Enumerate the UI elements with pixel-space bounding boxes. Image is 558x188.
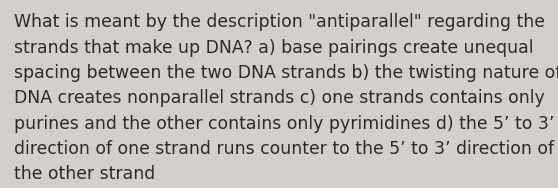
Text: strands that make up DNA? a) base pairings create unequal: strands that make up DNA? a) base pairin…: [14, 39, 533, 57]
Text: the other strand: the other strand: [14, 165, 155, 183]
Text: What is meant by the description "antiparallel" regarding the: What is meant by the description "antipa…: [14, 13, 545, 31]
Text: direction of one strand runs counter to the 5’ to 3’ direction of: direction of one strand runs counter to …: [14, 140, 554, 158]
Text: purines and the other contains only pyrimidines d) the 5’ to 3’: purines and the other contains only pyri…: [14, 115, 554, 133]
Text: spacing between the two DNA strands b) the twisting nature of: spacing between the two DNA strands b) t…: [14, 64, 558, 82]
Text: DNA creates nonparallel strands c) one strands contains only: DNA creates nonparallel strands c) one s…: [14, 89, 545, 107]
